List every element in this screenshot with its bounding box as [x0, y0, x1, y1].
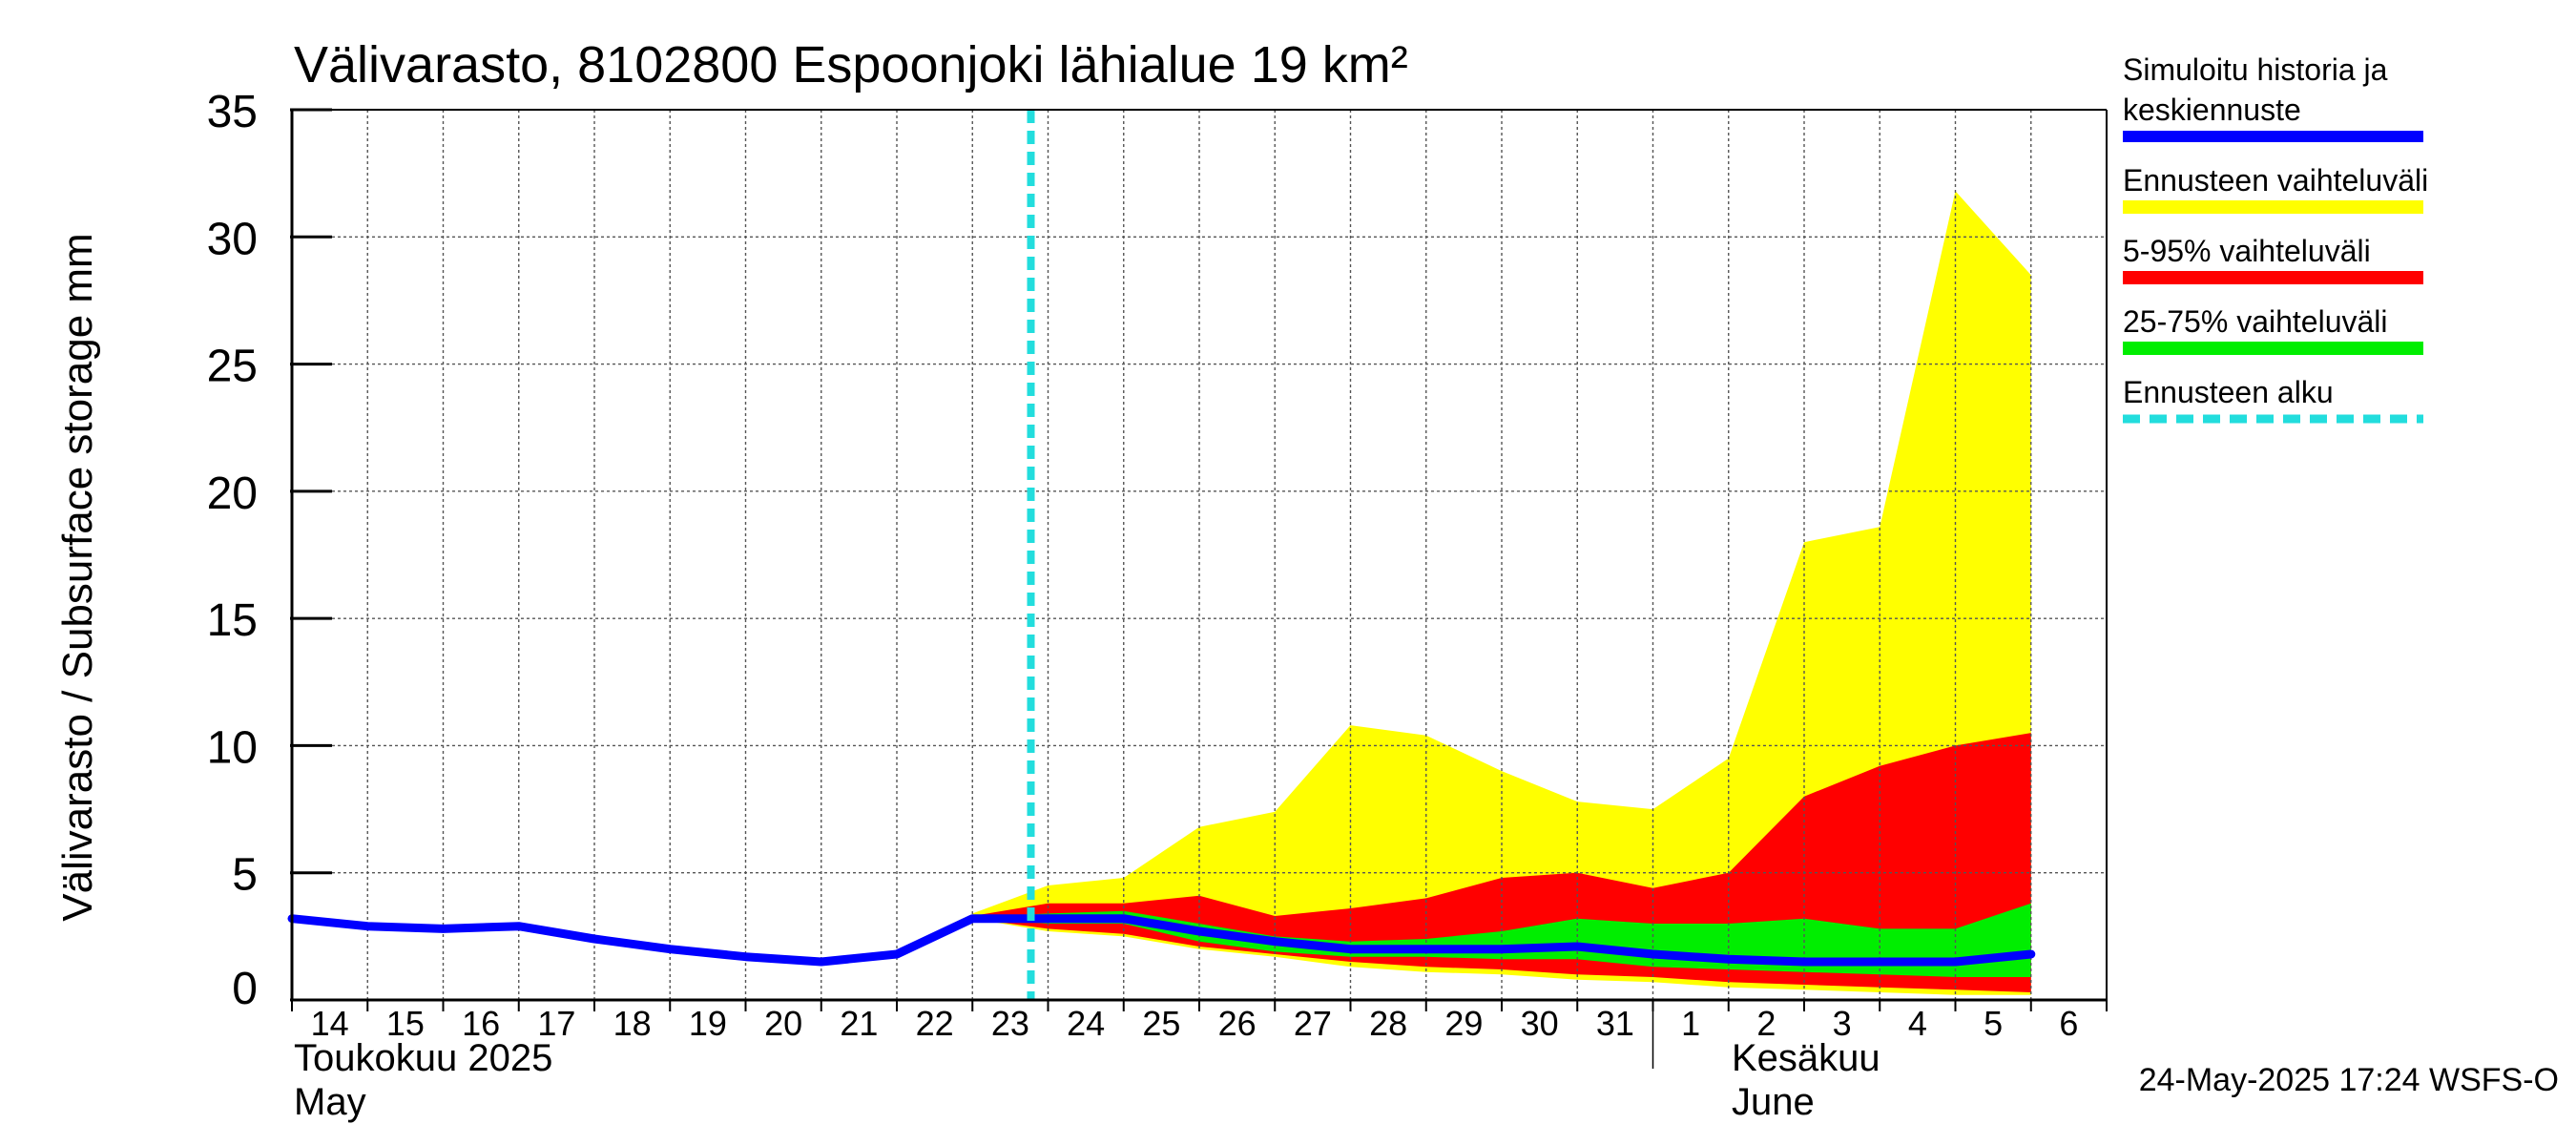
month-label-may: Toukokuu 2025 May — [294, 1037, 552, 1123]
x-tick-label-4: 18 — [613, 1004, 652, 1043]
legend-label-5-95: 5-95% vaihteluväli — [2123, 234, 2371, 268]
legend-label-forecast-start: Ennusteen alku — [2123, 375, 2334, 409]
x-tick-label-2: 16 — [462, 1004, 500, 1043]
axes — [290, 108, 2108, 1069]
x-tick-label-0: 14 — [311, 1004, 349, 1043]
legend-label-history-line2: keskiennuste — [2123, 93, 2301, 127]
y-tick-label-15: 15 — [207, 595, 258, 646]
y-tick-label-0: 0 — [232, 964, 258, 1014]
x-tick-label-1: 15 — [386, 1004, 425, 1043]
x-tick-label-5: 19 — [689, 1004, 727, 1043]
chart-title: Välivarasto, 8102800 Espoonjoki lähialue… — [294, 36, 1408, 94]
x-tick-label-16: 30 — [1521, 1004, 1559, 1043]
x-tick-label-12: 26 — [1218, 1004, 1257, 1043]
x-tick-label-18: 1 — [1681, 1004, 1700, 1043]
x-tick-label-11: 25 — [1142, 1004, 1180, 1043]
y-tick-label-10: 10 — [207, 722, 258, 773]
x-tick-label-8: 22 — [916, 1004, 954, 1043]
x-tick-label-20: 3 — [1833, 1004, 1852, 1043]
x-tick-label-17: 31 — [1596, 1004, 1634, 1043]
x-tick-label-10: 24 — [1067, 1004, 1105, 1043]
month-label-may-line2: May — [294, 1081, 366, 1123]
x-tick-label-3: 17 — [537, 1004, 575, 1043]
y-tick-label-35: 35 — [207, 87, 258, 137]
x-tick-label-9: 23 — [991, 1004, 1029, 1043]
band-ennusteen-vaihteluv-li — [972, 191, 2031, 995]
x-tick-label-14: 28 — [1369, 1004, 1407, 1043]
month-label-june-line1: Kesäkuu — [1732, 1037, 1880, 1079]
month-label-may-line1: Toukokuu 2025 — [294, 1037, 552, 1079]
legend: Simuloitu historia ja keskiennuste Ennus… — [2123, 52, 2428, 424]
y-tick-label-5: 5 — [232, 850, 258, 901]
y-tick-label-20: 20 — [207, 468, 258, 519]
x-tick-label-15: 29 — [1444, 1004, 1483, 1043]
series-lines — [287, 110, 2036, 1000]
x-tick-label-21: 4 — [1908, 1004, 1927, 1043]
x-tick-label-7: 21 — [840, 1004, 878, 1043]
x-tick-label-13: 27 — [1294, 1004, 1332, 1043]
y-tick-label-30: 30 — [207, 214, 258, 264]
legend-label-history-line1: Simuloitu historia ja — [2123, 52, 2388, 87]
x-tick-label-22: 5 — [1984, 1004, 2003, 1043]
y-tick-label-25: 25 — [207, 342, 258, 392]
month-label-june-line2: June — [1732, 1081, 1815, 1123]
series-line-median — [287, 914, 2036, 967]
month-label-june: Kesäkuu June — [1732, 1037, 1880, 1123]
legend-label-25-75: 25-75% vaihteluväli — [2123, 304, 2388, 339]
x-tick-label-6: 20 — [764, 1004, 802, 1043]
footer-timestamp: 24-May-2025 17:24 WSFS-O — [2139, 1062, 2559, 1098]
y-axis-label: Välivarasto / Subsurface storage mm — [54, 233, 101, 921]
x-tick-label-23: 6 — [2059, 1004, 2078, 1043]
legend-label-range: Ennusteen vaihteluväli — [2123, 163, 2428, 198]
x-tick-label-19: 2 — [1756, 1004, 1776, 1043]
